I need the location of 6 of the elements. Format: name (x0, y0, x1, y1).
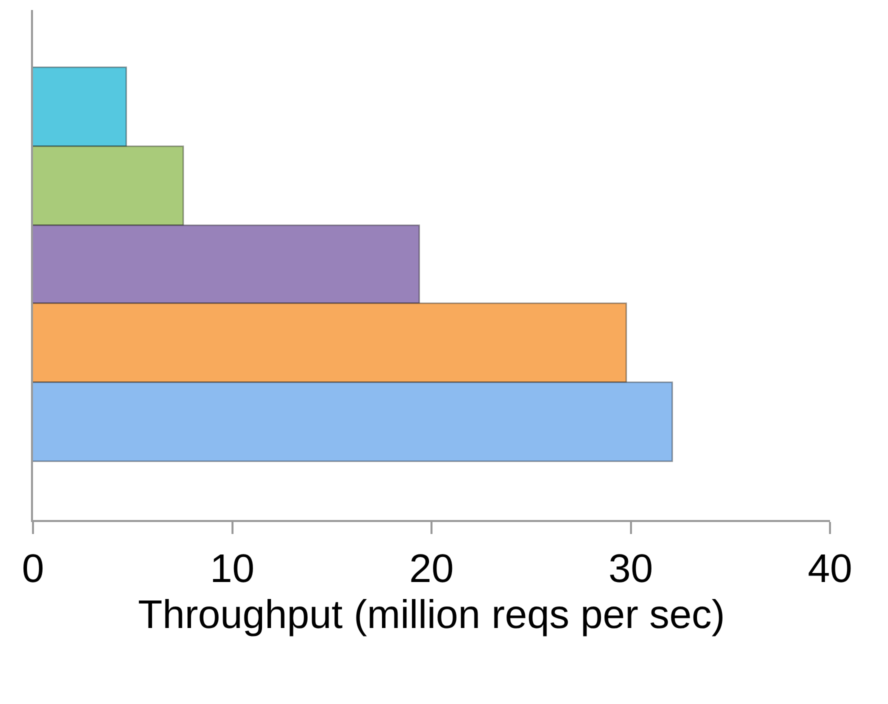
x-tick-label: 40 (808, 546, 852, 591)
x-tick-label: 10 (210, 546, 254, 591)
x-tick-label: 0 (22, 546, 44, 591)
x-axis-title: Throughput (million reqs per sec) (138, 592, 725, 637)
x-tick-label: 30 (608, 546, 653, 591)
x-tick-label: 20 (409, 546, 454, 591)
